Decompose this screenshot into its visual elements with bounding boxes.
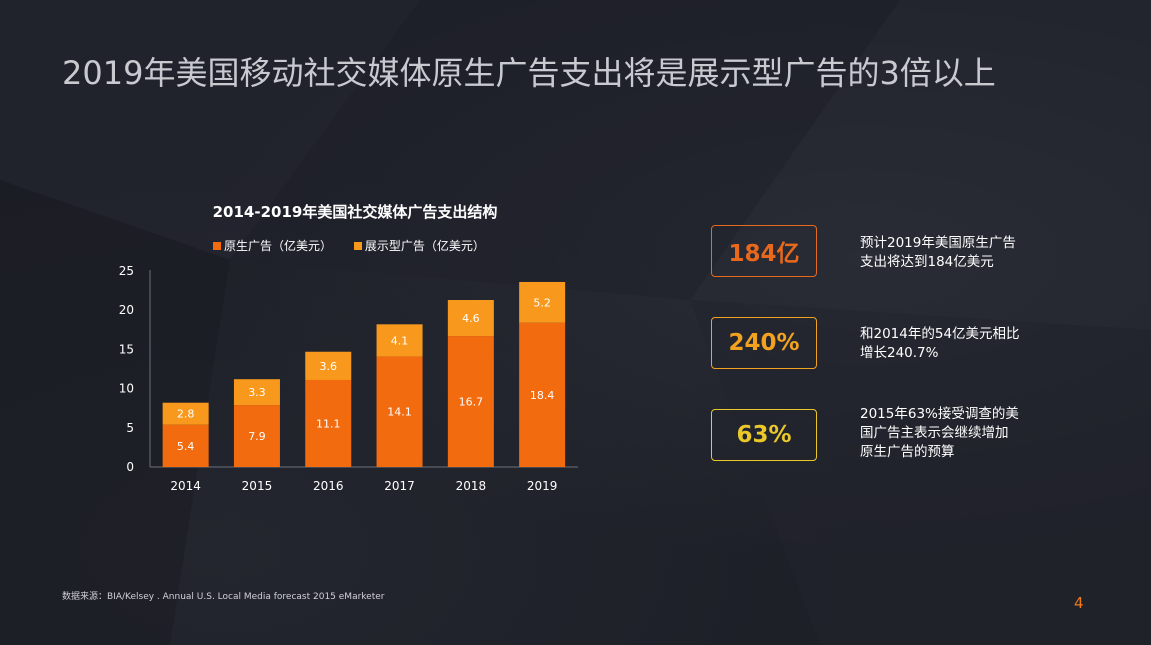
stat-desc-line: 2015年63%接受调查的美: [860, 406, 1019, 422]
data-label-native: 16.7: [459, 396, 484, 409]
data-label-native: 18.4: [530, 389, 555, 402]
y-tick-label: 5: [126, 421, 134, 435]
y-tick-label: 15: [119, 342, 134, 356]
stat-value-184: 184亿: [728, 241, 800, 267]
bar-native: [305, 379, 352, 467]
page-number: 4: [1074, 594, 1084, 612]
bar-display: [305, 351, 352, 380]
stat-box-63: 63%: [711, 409, 817, 461]
stat-desc-line: 和2014年的54亿美元相比: [860, 326, 1020, 342]
x-tick-label: 2017: [384, 479, 415, 493]
stat-desc-line: 国广告主表示会继续增加: [860, 425, 1009, 441]
y-tick-label: 0: [126, 460, 134, 474]
legend-label-display: 展示型广告（亿美元）: [364, 239, 485, 253]
chart-title: 2014-2019年美国社交媒体广告支出结构: [212, 203, 498, 221]
bar-native: [233, 405, 280, 467]
slide-title: 2019年美国移动社交媒体原生广告支出将是展示型广告的3倍以上: [62, 54, 996, 92]
bar-display: [519, 281, 566, 323]
x-tick-label: 2018: [456, 479, 487, 493]
data-label-native: 11.1: [316, 417, 341, 430]
bar-display: [376, 324, 423, 357]
chart-legend: 原生广告（亿美元） 展示型广告（亿美元）: [213, 237, 503, 254]
bar-display: [233, 379, 280, 406]
stat-desc-184: 预计2019年美国原生广告 支出将达到184亿美元: [860, 234, 1050, 272]
y-tick-label: 10: [119, 382, 134, 396]
y-tick-label: 20: [119, 303, 134, 317]
x-tick-label: 2014: [170, 479, 201, 493]
stat-desc-63: 2015年63%接受调查的美 国广告主表示会继续增加 原生广告的预算: [860, 405, 1050, 462]
stat-desc-line: 预计2019年美国原生广告: [860, 235, 1016, 251]
x-tick-label: 2019: [527, 479, 558, 493]
stat-desc-line: 增长240.7%: [860, 345, 939, 361]
data-label-display: 5.2: [533, 296, 551, 309]
data-label-native: 5.4: [177, 440, 195, 453]
bar-display: [447, 300, 494, 337]
data-label-display: 3.6: [320, 360, 338, 373]
bar-native: [447, 336, 494, 467]
legend-item-display: 展示型广告（亿美元）: [353, 237, 485, 254]
stat-value-63: 63%: [736, 422, 792, 448]
stat-desc-line: 原生广告的预算: [860, 444, 955, 460]
stat-desc-line: 支出将达到184亿美元: [860, 254, 994, 270]
bar-native: [519, 322, 566, 467]
stat-desc-240: 和2014年的54亿美元相比 增长240.7%: [860, 325, 1050, 363]
data-label-display: 3.3: [248, 386, 266, 399]
legend-swatch-native: [213, 242, 221, 250]
legend-label-native: 原生广告（亿美元）: [224, 239, 333, 253]
data-label-display: 2.8: [177, 408, 195, 421]
legend-swatch-display: [353, 242, 362, 250]
stat-value-240: 240%: [728, 330, 800, 356]
bar-native: [162, 424, 209, 467]
stacked-bar-chart: 0 5 10 15 20 25 5.4 2.8 2014 7.9 3.3 2015 11.1 3.6 201…: [119, 264, 578, 493]
data-label-native: 7.9: [248, 430, 266, 443]
stat-box-184: 184亿: [711, 225, 817, 277]
bar-display: [162, 402, 209, 425]
data-label-display: 4.6: [462, 312, 480, 325]
x-tick-label: 2016: [313, 479, 344, 493]
source-note: 数据来源：BIA/Kelsey . Annual U.S. Local Medi…: [62, 592, 385, 602]
bar-native: [376, 356, 423, 467]
data-label-native: 14.1: [387, 406, 412, 419]
stat-box-240: 240%: [711, 317, 817, 369]
legend-item-native: 原生广告（亿美元）: [213, 237, 332, 254]
data-label-display: 4.1: [391, 334, 409, 347]
y-tick-label: 25: [119, 264, 134, 278]
x-tick-label: 2015: [242, 479, 273, 493]
